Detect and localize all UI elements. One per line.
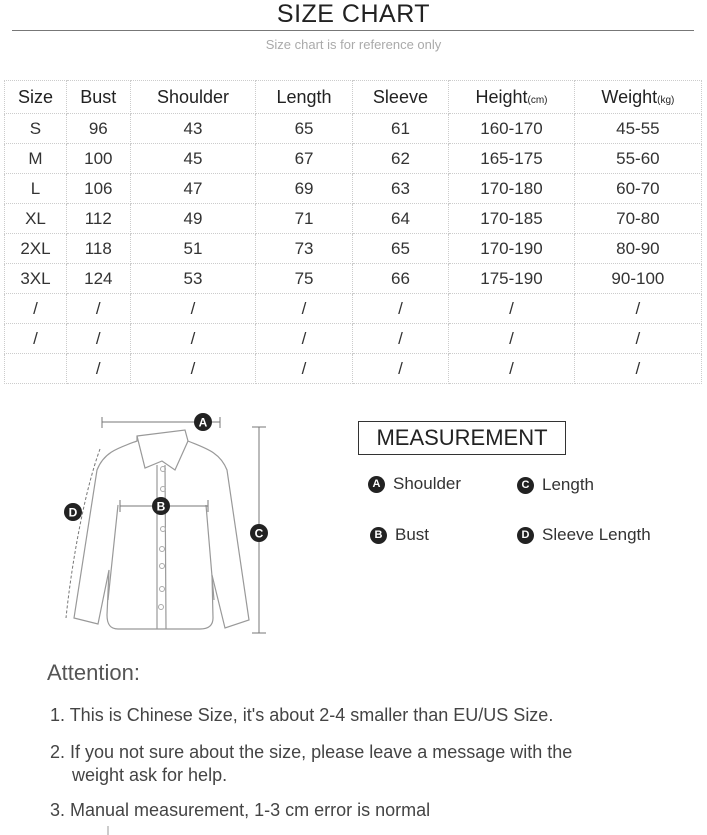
column-label: Height: [475, 86, 528, 107]
table-cell: /: [129, 353, 257, 384]
column-label: Bust: [80, 86, 117, 107]
column-unit: (kg): [657, 94, 675, 106]
legend-shoulder: A Shoulder: [368, 474, 461, 494]
legend-label: Bust: [395, 525, 430, 544]
table-cell: XL: [4, 203, 67, 234]
table-cell: 90-100: [573, 263, 703, 294]
column-label: Length: [276, 86, 332, 107]
table-cell: /: [448, 353, 575, 384]
measurement-title: MEASUREMENT: [358, 421, 566, 455]
table-cell: 170-185: [448, 203, 575, 234]
attention-line: 3. Manual measurement, 1-3 cm error is n…: [50, 800, 431, 820]
table-cell: 175-190: [448, 263, 575, 294]
shirt-placket: [156, 464, 167, 630]
table-cell: 67: [255, 143, 353, 174]
svg-text:B: B: [157, 500, 166, 514]
table-cell: /: [351, 353, 450, 384]
table-cell: 65: [351, 233, 450, 264]
attention-item-3: 3. Manual measurement, 1-3 cm error is n…: [50, 799, 430, 822]
attention-item-2: 2. If you not sure about the size, pleas…: [50, 741, 572, 787]
table-cell: /: [448, 293, 575, 324]
table-cell: 45: [129, 143, 257, 174]
legend-label: Length: [542, 475, 594, 494]
column-label: Shoulder: [156, 86, 229, 107]
column-unit: (cm): [527, 94, 548, 106]
table-cell: /: [448, 323, 575, 354]
sleeve-measure-line: [65, 448, 101, 619]
table-cell: 106: [65, 173, 131, 204]
table-row: 2XL 118 51 73 65 170-190 80-90: [4, 233, 703, 264]
shirt-collar: [136, 435, 189, 471]
table-cell: /: [255, 353, 353, 384]
table-cell: 75: [255, 263, 353, 294]
page-title: SIZE CHART: [276, 0, 431, 28]
table-cell: 124: [65, 263, 131, 294]
legend-label: Sleeve Length: [542, 525, 651, 544]
table-cell: [4, 353, 67, 384]
svg-text:A: A: [199, 416, 208, 430]
table-cell: /: [129, 323, 257, 354]
attention-item-1: 1. This is Chinese Size, it's about 2-4 …: [50, 704, 553, 727]
table-row: / / / / / /: [4, 353, 703, 384]
table-cell: /: [255, 323, 353, 354]
table-cell: 53: [129, 263, 257, 294]
table-cell: 160-170: [448, 113, 575, 144]
badge-b-icon: B: [370, 526, 387, 544]
table-cell: 60-70: [573, 173, 703, 204]
badge-c-icon: C: [517, 476, 534, 494]
title-divider: [12, 30, 694, 31]
table-cell: 73: [255, 233, 353, 264]
table-header-row: Size Bust Shoulder Length Sleeve Height(cm) We…: [4, 80, 703, 114]
column-label: Size: [17, 86, 53, 107]
attention-line: weight ask for help.: [72, 765, 228, 785]
table-row: / / / / / / /: [4, 323, 703, 354]
size-table: Size Bust Shoulder Length Sleeve Height(cm) We…: [4, 80, 703, 384]
table-cell: 70-80: [573, 203, 703, 234]
table-cell: 96: [65, 113, 131, 144]
table-cell: L: [4, 173, 67, 204]
table-cell: 170-190: [448, 233, 575, 264]
table-cell: M: [4, 143, 67, 174]
table-row: S 96 43 65 61 160-170 45-55: [4, 113, 703, 144]
table-cell: S: [4, 113, 67, 144]
shirt-side-seams: [107, 504, 215, 601]
table-cell: /: [65, 353, 131, 384]
table-cell: 170-180: [448, 173, 575, 204]
column-label: Sleeve: [372, 86, 428, 107]
column-label: Weight: [601, 86, 658, 107]
table-cell: 65: [255, 113, 353, 144]
table-cell: /: [573, 353, 703, 384]
column-header-size: Size: [4, 80, 67, 114]
svg-text:C: C: [255, 527, 264, 541]
legend-length: C Length: [517, 475, 594, 495]
badge-d-icon: D: [517, 526, 534, 544]
attention-title: Attention:: [47, 660, 140, 685]
legend-label: Shoulder: [393, 474, 462, 493]
table-cell: 49: [129, 203, 257, 234]
column-header-height: Height(cm): [448, 80, 575, 114]
table-row: L 106 47 69 63 170-180 60-70: [4, 173, 703, 204]
column-header-bust: Bust: [65, 80, 131, 114]
table-row: / / / / / / /: [4, 293, 703, 324]
table-cell: 62: [351, 143, 450, 174]
column-header-length: Length: [255, 80, 353, 114]
attention-line: 1. This is Chinese Size, it's about 2-4 …: [50, 705, 554, 725]
attention-line: 2. If you not sure about the size, pleas…: [50, 742, 573, 762]
legend-sleeve-length: D Sleeve Length: [517, 525, 651, 545]
svg-text:D: D: [69, 506, 78, 520]
column-header-weight: Weight(kg): [573, 80, 703, 114]
legend-bust: B Bust: [370, 525, 429, 545]
column-header-sleeve: Sleeve: [351, 80, 450, 114]
table-cell: 55-60: [573, 143, 703, 174]
page-subtitle: Size chart is for reference only: [265, 37, 442, 52]
table-cell: 2XL: [4, 233, 67, 264]
shirt-outline: [73, 429, 250, 630]
table-cell: /: [65, 293, 131, 324]
badge-a-icon: A: [368, 475, 385, 493]
